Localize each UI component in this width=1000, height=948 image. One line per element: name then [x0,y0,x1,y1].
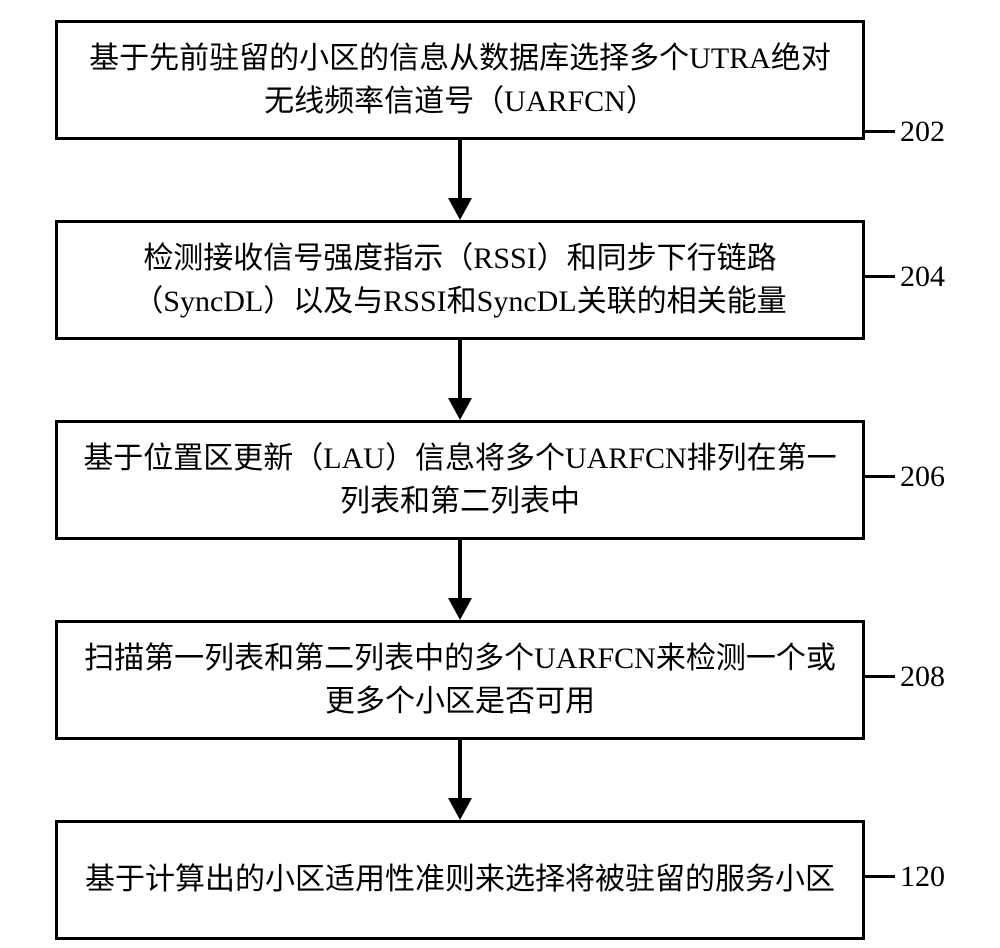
step-2-text: 检测接收信号强度指示（RSSI）和同步下行链路（SyncDL）以及与RSSI和S… [82,237,838,324]
arrow-1-2-line [458,140,462,198]
flowchart-canvas: 基于先前驻留的小区的信息从数据库选择多个UTRA绝对无线频率信道号（UARFCN… [0,0,1000,948]
step-1-label-tick [865,130,895,133]
step-1-label: 202 [900,115,945,149]
step-3-label: 206 [900,460,945,494]
step-2-label: 204 [900,260,945,294]
step-5-text: 基于计算出的小区适用性准则来选择将被驻留的服务小区 [85,858,835,902]
arrow-4-5-head [448,798,472,820]
flowchart-step-4: 扫描第一列表和第二列表中的多个UARFCN来检测一个或更多个小区是否可用 [55,620,865,740]
step-5-label-tick [865,875,895,878]
arrow-4-5-line [458,740,462,798]
step-5-label: 120 [900,860,945,894]
step-3-text: 基于位置区更新（LAU）信息将多个UARFCN排列在第一列表和第二列表中 [82,437,838,524]
step-4-label: 208 [900,660,945,694]
arrow-2-3-line [458,340,462,398]
step-3-label-tick [865,475,895,478]
arrow-3-4-line [458,540,462,598]
flowchart-step-2: 检测接收信号强度指示（RSSI）和同步下行链路（SyncDL）以及与RSSI和S… [55,220,865,340]
arrow-2-3-head [448,398,472,420]
step-2-label-tick [865,275,895,278]
arrow-3-4-head [448,598,472,620]
step-1-text: 基于先前驻留的小区的信息从数据库选择多个UTRA绝对无线频率信道号（UARFCN… [82,37,838,124]
flowchart-step-1: 基于先前驻留的小区的信息从数据库选择多个UTRA绝对无线频率信道号（UARFCN… [55,20,865,140]
step-4-label-tick [865,675,895,678]
arrow-1-2-head [448,198,472,220]
step-4-text: 扫描第一列表和第二列表中的多个UARFCN来检测一个或更多个小区是否可用 [82,637,838,724]
flowchart-step-3: 基于位置区更新（LAU）信息将多个UARFCN排列在第一列表和第二列表中 [55,420,865,540]
flowchart-step-5: 基于计算出的小区适用性准则来选择将被驻留的服务小区 [55,820,865,940]
